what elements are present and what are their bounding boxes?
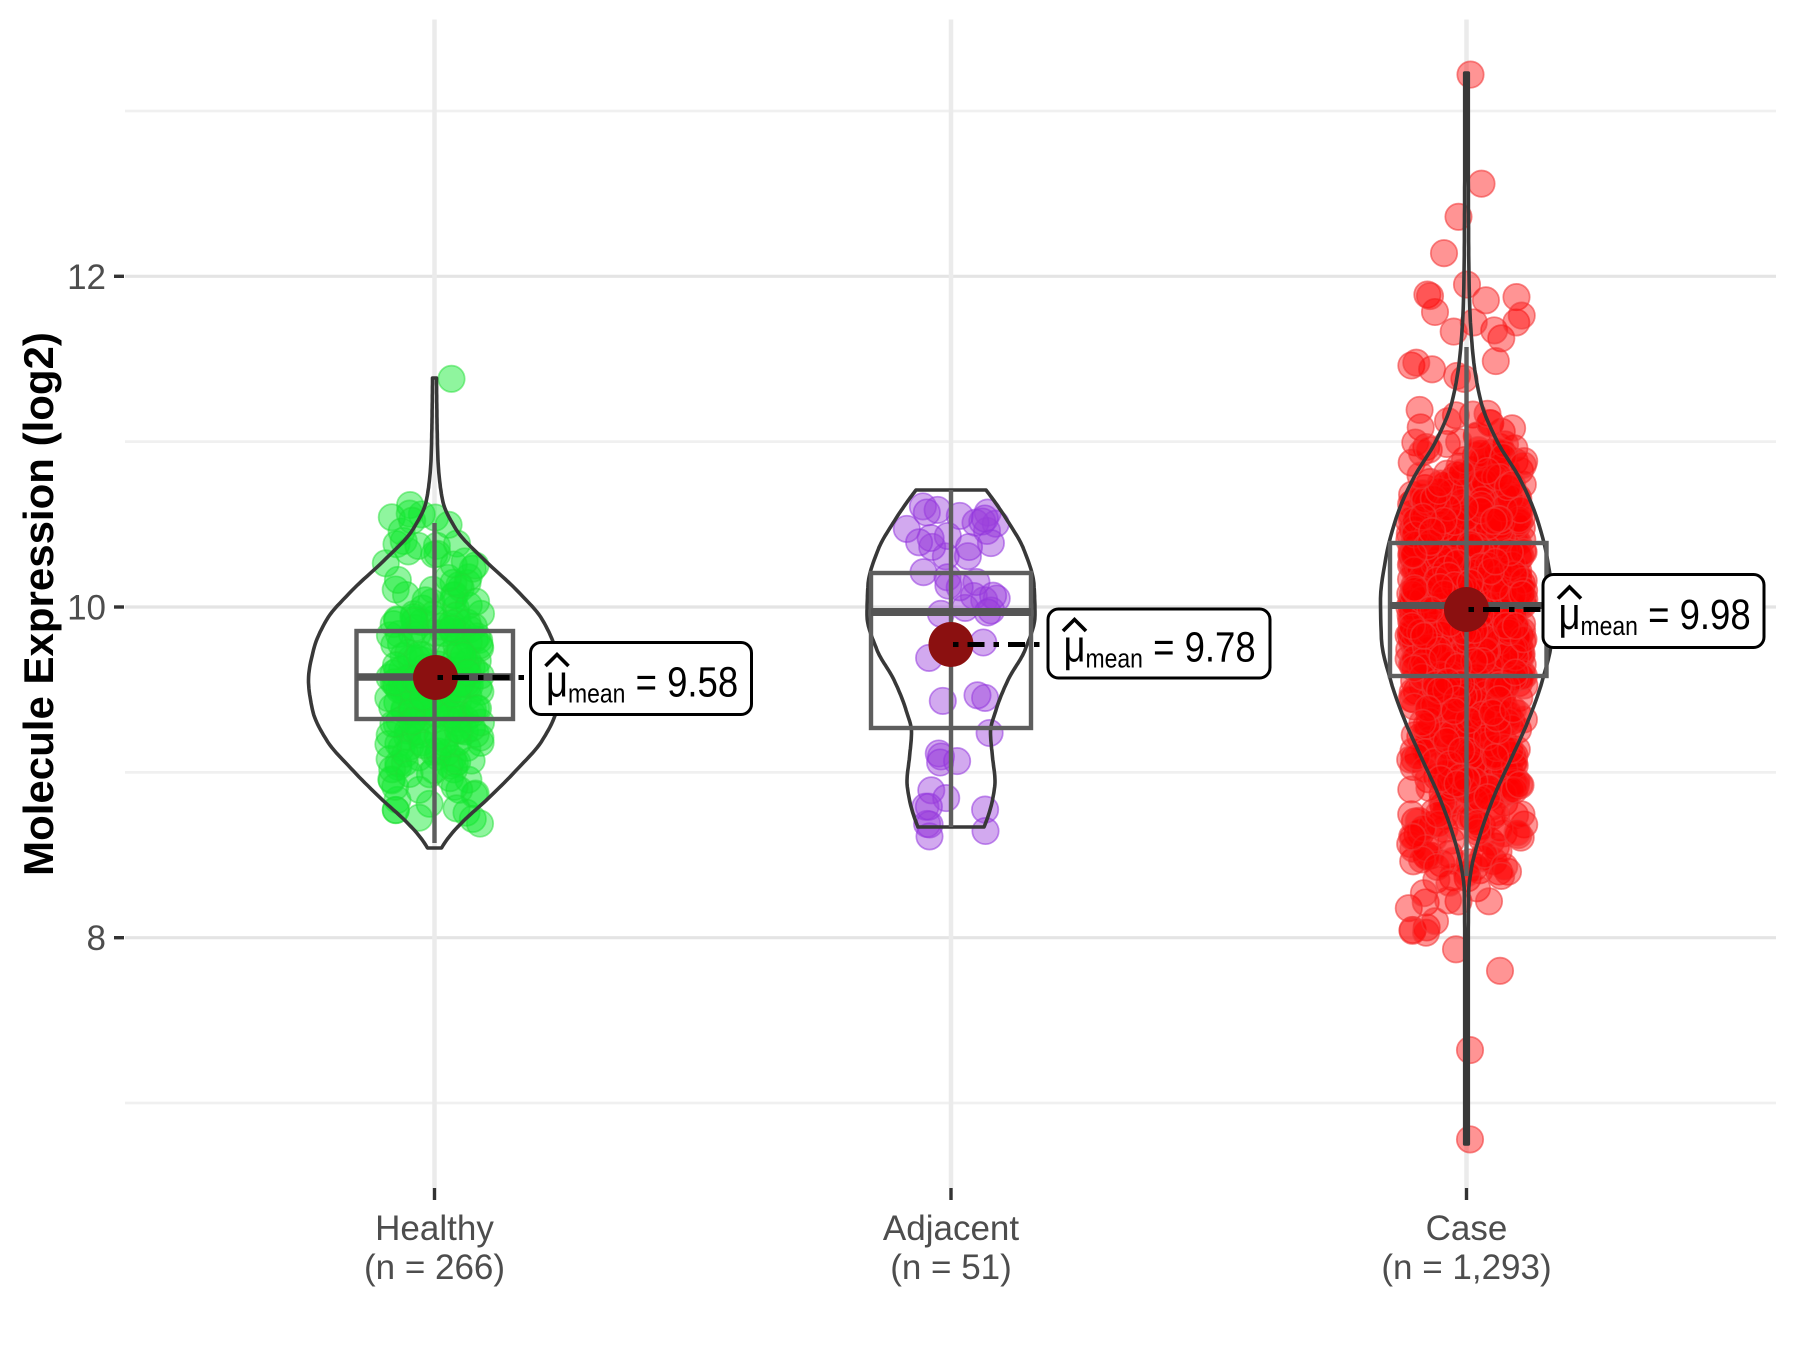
svg-text:Adjacent: Adjacent: [883, 1209, 1019, 1248]
svg-text:Molecule Expression (log2): Molecule Expression (log2): [15, 332, 62, 876]
svg-text:μmean = 9.78: μmean = 9.78: [1064, 621, 1256, 674]
svg-text:12: 12: [67, 258, 106, 297]
svg-text:μmean = 9.58: μmean = 9.58: [546, 656, 738, 709]
svg-text:(n = 51): (n = 51): [890, 1248, 1012, 1287]
svg-text:Case: Case: [1426, 1209, 1508, 1248]
svg-text:Healthy: Healthy: [375, 1209, 494, 1248]
svg-text:(n = 1,293): (n = 1,293): [1381, 1248, 1551, 1287]
svg-text:8: 8: [87, 919, 106, 958]
svg-text:10: 10: [67, 589, 106, 628]
svg-text:(n = 266): (n = 266): [364, 1248, 505, 1287]
